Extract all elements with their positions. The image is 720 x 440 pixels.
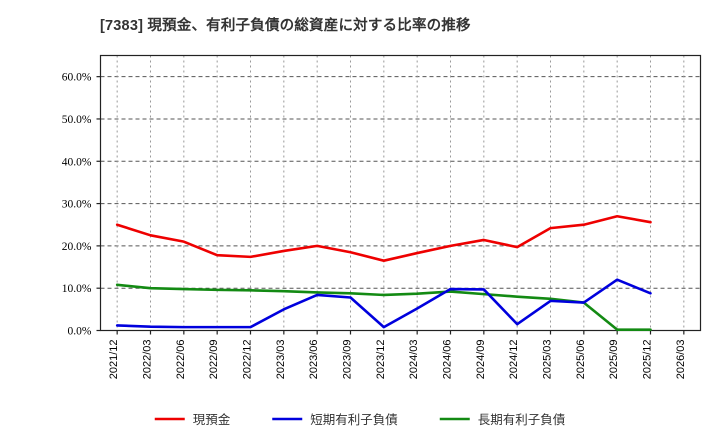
data-series-lines xyxy=(115,214,652,331)
legend-label-0: 現預金 xyxy=(193,412,231,427)
x-tick-label: 2021/12 xyxy=(108,340,120,380)
y-tick-label: 20.0% xyxy=(62,241,92,253)
series-line-1 xyxy=(115,278,652,329)
y-gridlines xyxy=(100,76,701,331)
x-tick-label: 2024/06 xyxy=(442,340,454,380)
x-tick-label: 2022/06 xyxy=(175,340,187,380)
y-tick-label: 30.0% xyxy=(62,199,92,211)
plot-frame xyxy=(99,54,702,332)
x-tick-label: 2023/12 xyxy=(375,340,387,380)
x-tick-label: 2022/03 xyxy=(142,340,154,380)
y-tick-label: 40.0% xyxy=(62,156,92,168)
x-tick-label: 2024/03 xyxy=(408,340,420,380)
x-tick-label: 2024/12 xyxy=(508,340,520,380)
chart-legend: 現預金 短期有利子負債 長期有利子負債 xyxy=(154,412,566,427)
x-axis-labels: 2021/12 2022/03 2022/06 2022/09 2022/12 2023/… xyxy=(108,340,687,380)
x-tick-label: 2022/12 xyxy=(242,340,254,380)
y-tick-label: 60.0% xyxy=(62,72,92,84)
series-line-0 xyxy=(115,214,652,262)
legend-label-2: 長期有利子負債 xyxy=(478,412,566,427)
y-tick-label: 50.0% xyxy=(62,114,92,126)
page-title: [7383] 現預金、有利子負債の総資産に対する比率の推移 xyxy=(100,18,471,34)
x-tick-label: 2023/06 xyxy=(308,340,320,380)
x-tick-label: 2025/09 xyxy=(608,340,620,380)
x-tick-label: 2025/12 xyxy=(642,340,654,380)
legend-label-1: 短期有利子負債 xyxy=(310,412,398,427)
y-axis-labels: 0.0% 10.0% 20.0% 30.0% 40.0% 50.0% 60.0% xyxy=(62,72,92,338)
x-tick-label: 2025/03 xyxy=(542,340,554,380)
series-line-2 xyxy=(115,283,652,331)
x-tick-marks xyxy=(116,330,685,335)
plot-border xyxy=(99,54,702,332)
x-tick-label: 2022/09 xyxy=(208,340,220,380)
x-gridlines xyxy=(116,55,685,331)
y-tick-label: 10.0% xyxy=(62,283,92,295)
y-tick-marks xyxy=(96,76,101,332)
x-tick-label: 2023/03 xyxy=(275,340,287,380)
x-tick-label: 2026/03 xyxy=(675,340,687,380)
x-tick-label: 2024/09 xyxy=(475,340,487,380)
x-tick-label: 2023/09 xyxy=(342,340,354,380)
y-tick-label: 0.0% xyxy=(68,326,92,338)
x-tick-label: 2025/06 xyxy=(575,340,587,380)
